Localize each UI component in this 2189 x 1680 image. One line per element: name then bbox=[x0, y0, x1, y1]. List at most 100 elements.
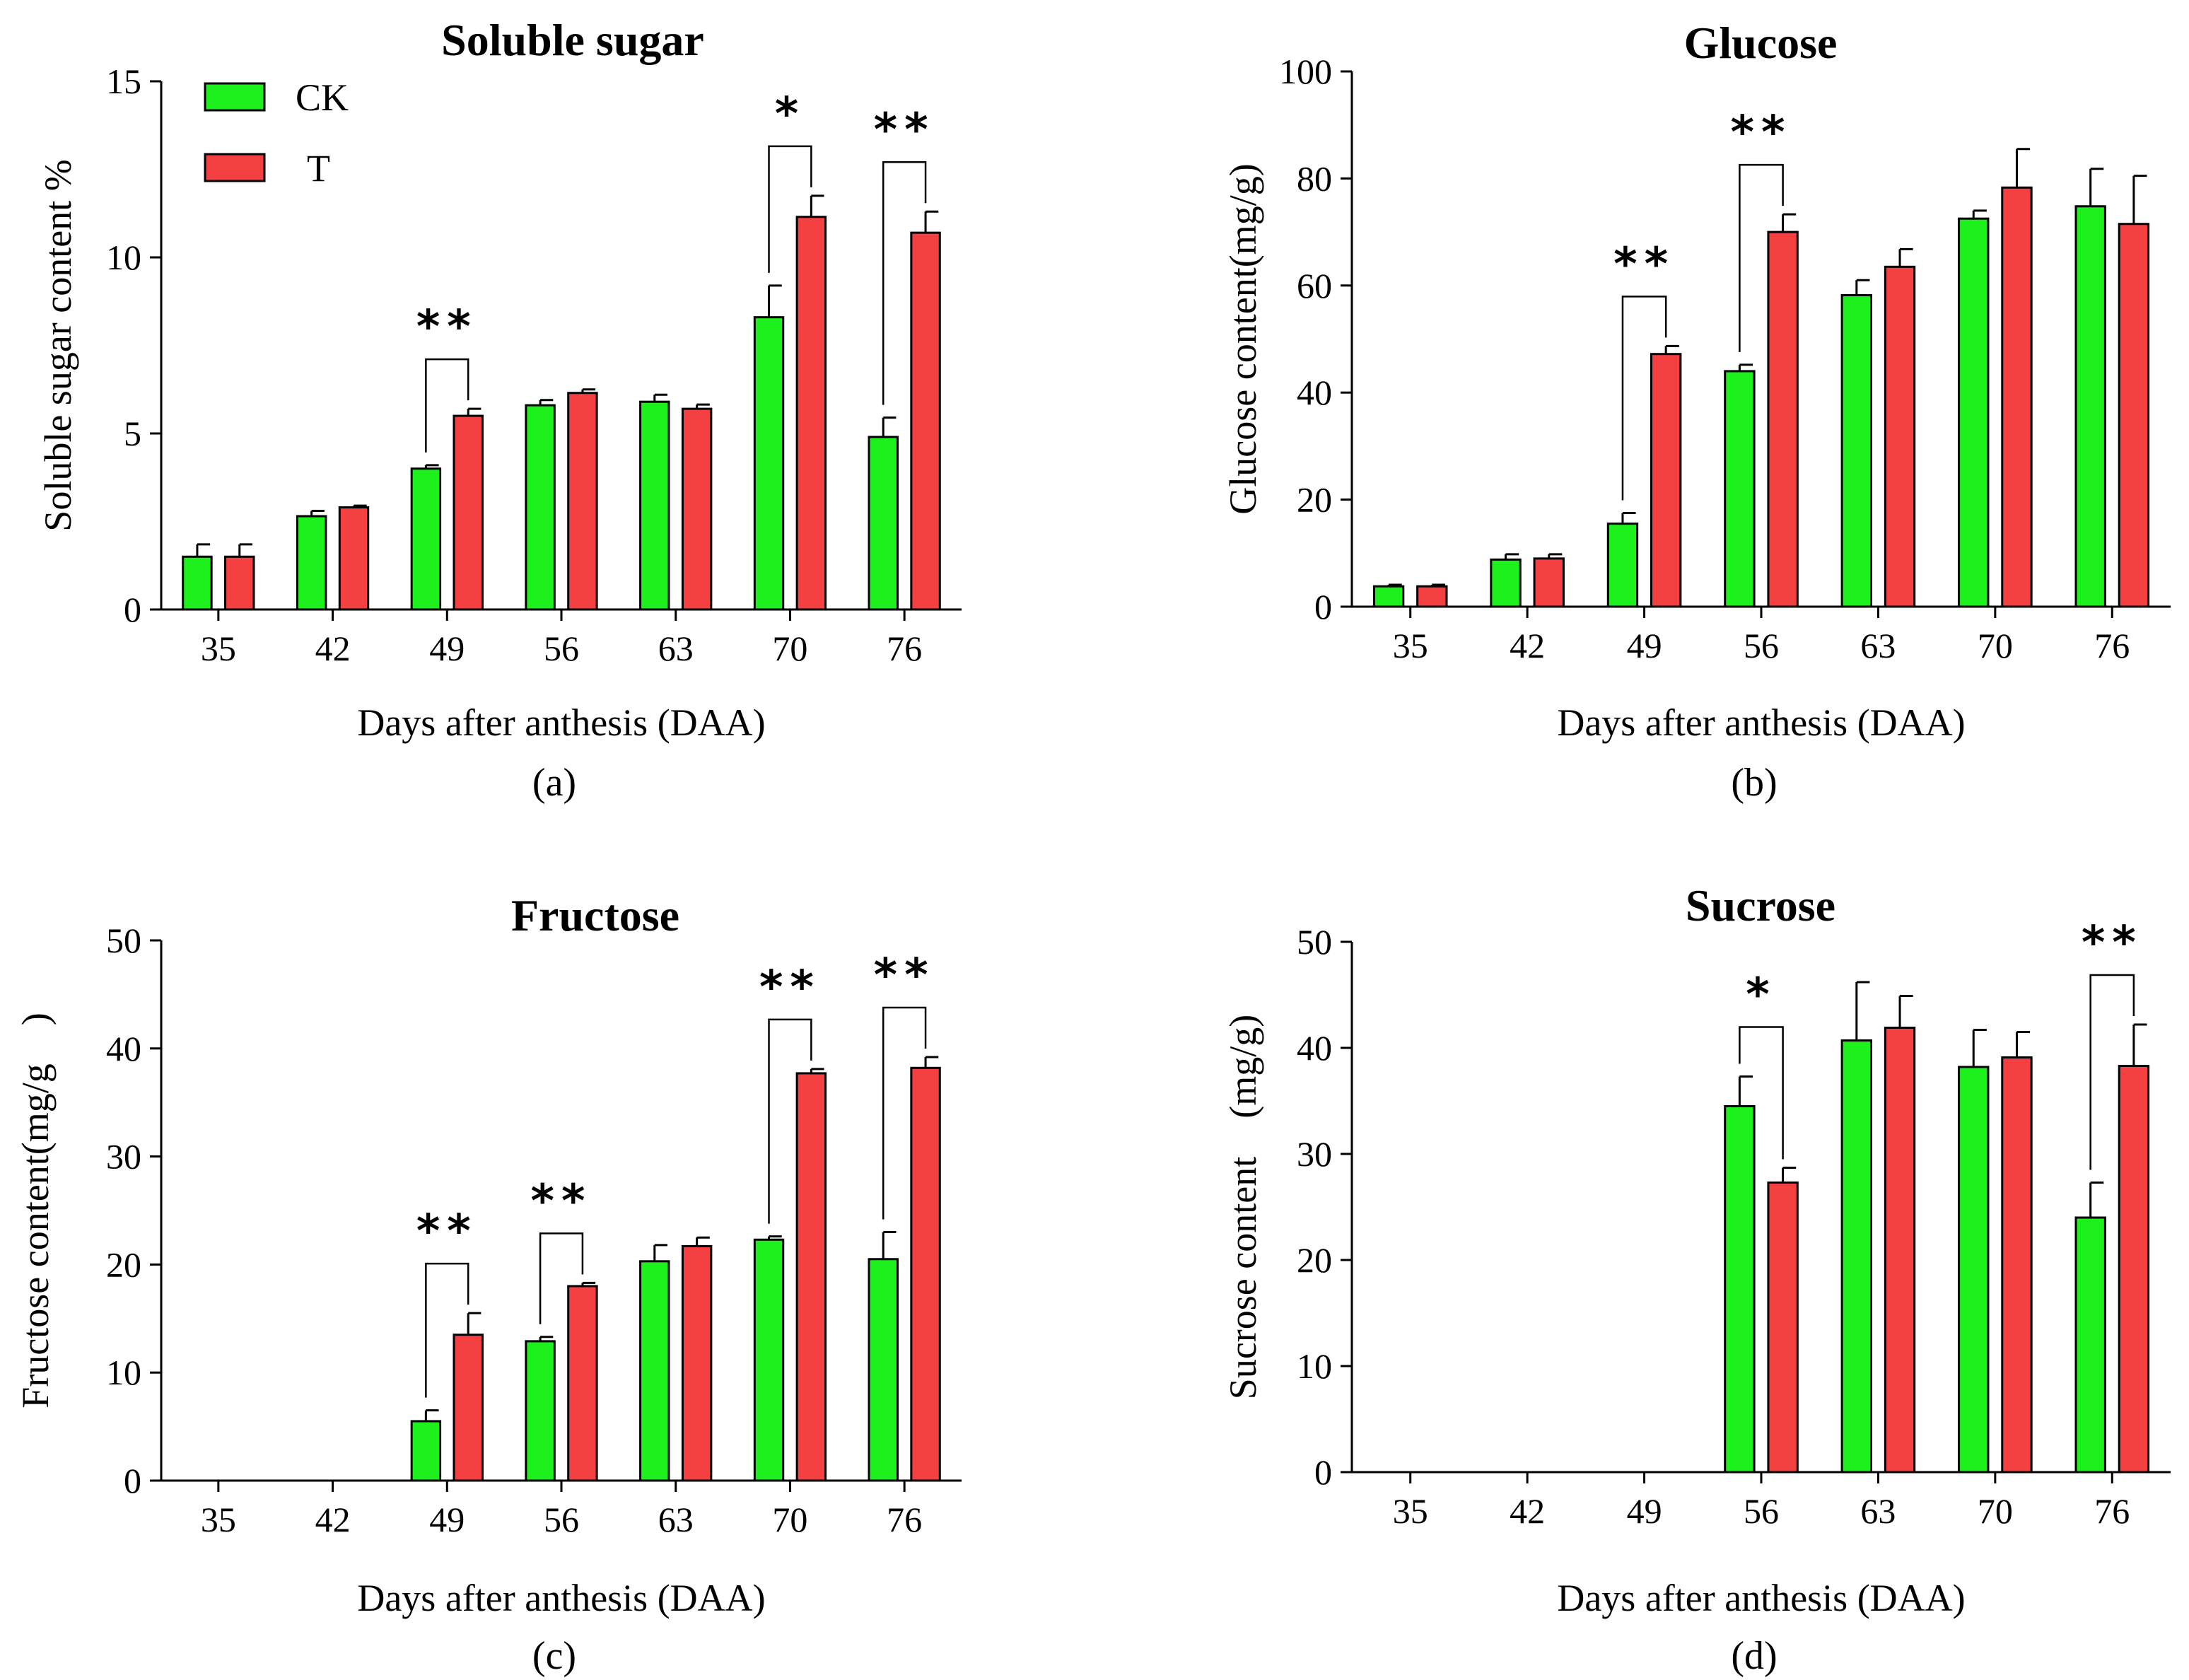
bar-ck-70 bbox=[1958, 1066, 1990, 1474]
bar-t-76 bbox=[2118, 223, 2150, 608]
significance-bracket bbox=[539, 1232, 584, 1324]
x-tick-label: 49 bbox=[429, 629, 465, 668]
y-tick-label: 50 bbox=[1297, 922, 1332, 962]
chart-title: Fructose bbox=[511, 890, 679, 940]
bar-ck-76 bbox=[2074, 205, 2106, 608]
y-tick-label: 20 bbox=[1297, 480, 1332, 520]
significance-bracket bbox=[768, 1018, 812, 1224]
chart-title: Sucrose bbox=[1686, 880, 1835, 931]
x-tick-label: 70 bbox=[1978, 1491, 2013, 1531]
chart-title: Soluble sugar bbox=[441, 15, 704, 65]
chart-title: Glucose bbox=[1684, 18, 1838, 68]
y-tick-label: 10 bbox=[1297, 1346, 1332, 1386]
significance-marker: ** bbox=[2082, 917, 2143, 969]
x-tick-label: 56 bbox=[1744, 1491, 1779, 1531]
significance-marker: ** bbox=[759, 962, 821, 1014]
x-axis-label: Days after anthesis (DAA) bbox=[1557, 1577, 1965, 1619]
significance-marker: ** bbox=[416, 1206, 478, 1258]
chart-sucrose: Sucrose 0 10 20 30 40 50 35 42 49 56 63 70 76 Days aft… bbox=[1222, 880, 2171, 1678]
y-tick-label: 0 bbox=[124, 590, 141, 629]
bar-ck-49 bbox=[410, 1420, 442, 1482]
bar-ck-56 bbox=[1724, 370, 1756, 608]
bar-ck-49 bbox=[1606, 523, 1639, 608]
bar-ck-56 bbox=[525, 404, 556, 611]
y-tick-label: 5 bbox=[124, 414, 141, 453]
x-tick-label: 76 bbox=[2094, 1491, 2130, 1531]
y-axis-label: Fructose content(mg/g ) bbox=[14, 1013, 57, 1408]
chart-glucose: Glucose 0 20 40 60 80 100 35 42 49 56 63 70 76 Days af… bbox=[1222, 18, 2171, 805]
significance-marker: ** bbox=[1613, 238, 1675, 291]
y-tick-label: 0 bbox=[124, 1461, 141, 1500]
panel-label: (b) bbox=[1731, 761, 1777, 805]
significance-bracket bbox=[768, 145, 812, 273]
x-tick-label: 42 bbox=[315, 1500, 351, 1539]
x-tick-label: 49 bbox=[1627, 1491, 1662, 1531]
bar-ck-56 bbox=[525, 1340, 556, 1482]
bar-t-49 bbox=[453, 1334, 484, 1482]
y-tick-label: 10 bbox=[106, 238, 141, 277]
x-tick-label: 70 bbox=[772, 1500, 807, 1539]
legend-label-t: T bbox=[307, 147, 330, 189]
y-tick-label: 80 bbox=[1297, 158, 1332, 198]
x-axis-label: Days after anthesis (DAA) bbox=[357, 1577, 765, 1619]
x-tick-label: 49 bbox=[429, 1500, 465, 1539]
bar-t-35 bbox=[1416, 585, 1448, 608]
bar-ck-70 bbox=[1958, 217, 1990, 608]
x-axis-label: Days after anthesis (DAA) bbox=[357, 701, 765, 744]
bar-ck-76 bbox=[868, 436, 899, 611]
chart-fructose: Fructose 0 10 20 30 40 50 35 42 49 56 63 70 76 Days af… bbox=[14, 890, 962, 1678]
legend: CK T bbox=[204, 76, 349, 189]
x-tick-label: 63 bbox=[658, 1500, 694, 1539]
x-tick-label: 76 bbox=[2094, 626, 2130, 665]
significance-bracket bbox=[1739, 1026, 1784, 1160]
bar-ck-76 bbox=[2074, 1216, 2106, 1474]
bar-t-63 bbox=[1884, 1027, 1916, 1474]
x-tick-label: 35 bbox=[201, 1500, 236, 1539]
bar-t-63 bbox=[1884, 265, 1916, 608]
x-tick-label: 35 bbox=[201, 629, 236, 668]
significance-marker: ** bbox=[874, 950, 935, 1002]
bar-ck-49 bbox=[410, 467, 442, 611]
significance-bracket bbox=[1739, 163, 1784, 352]
panel-label: (d) bbox=[1731, 1634, 1777, 1678]
bar-t-76 bbox=[2118, 1065, 2150, 1474]
y-tick-label: 20 bbox=[106, 1244, 141, 1284]
bar-ck-42 bbox=[1490, 558, 1522, 608]
y-tick-label: 40 bbox=[106, 1029, 141, 1068]
significance-marker: ** bbox=[531, 1175, 593, 1227]
bar-t-70 bbox=[795, 1072, 827, 1482]
y-tick-label: 40 bbox=[1297, 373, 1332, 412]
bar-t-49 bbox=[1650, 353, 1682, 608]
y-tick-label: 100 bbox=[1279, 52, 1332, 91]
significance-marker: * bbox=[775, 88, 805, 141]
bar-t-70 bbox=[795, 216, 827, 611]
chart-soluble-sugar: Soluble sugar 0 5 10 15 35 42 49 56 63 70 76 Days af… bbox=[37, 15, 962, 805]
x-tick-label: 70 bbox=[772, 629, 807, 668]
y-axis-label: Sucrose content (mg/g) bbox=[1222, 1015, 1264, 1399]
legend-swatch-t bbox=[204, 153, 266, 182]
bar-ck-76 bbox=[868, 1258, 899, 1482]
bar-t-35 bbox=[224, 555, 255, 611]
bar-ck-63 bbox=[639, 1260, 670, 1482]
y-tick-label: 15 bbox=[106, 62, 141, 101]
x-tick-label: 35 bbox=[1393, 1491, 1428, 1531]
bar-ck-35 bbox=[182, 555, 213, 611]
x-tick-label: 49 bbox=[1627, 626, 1662, 665]
x-tick-label: 76 bbox=[887, 629, 922, 668]
bar-t-76 bbox=[910, 231, 941, 611]
y-axis-label: Soluble sugar content % bbox=[37, 159, 79, 531]
bar-t-42 bbox=[338, 506, 370, 611]
bar-ck-63 bbox=[639, 400, 670, 611]
bar-ck-63 bbox=[1840, 293, 1873, 608]
bar-t-70 bbox=[2001, 1056, 2033, 1474]
x-axis-label: Days after anthesis (DAA) bbox=[1557, 701, 1965, 744]
bar-ck-42 bbox=[296, 515, 327, 611]
bar-t-42 bbox=[1533, 557, 1565, 608]
bar-t-63 bbox=[681, 1244, 713, 1482]
legend-swatch-ck bbox=[204, 82, 266, 112]
significance-bracket bbox=[882, 161, 927, 405]
bar-ck-35 bbox=[1372, 585, 1405, 608]
significance-marker: ** bbox=[874, 104, 935, 156]
bar-ck-70 bbox=[753, 316, 785, 611]
